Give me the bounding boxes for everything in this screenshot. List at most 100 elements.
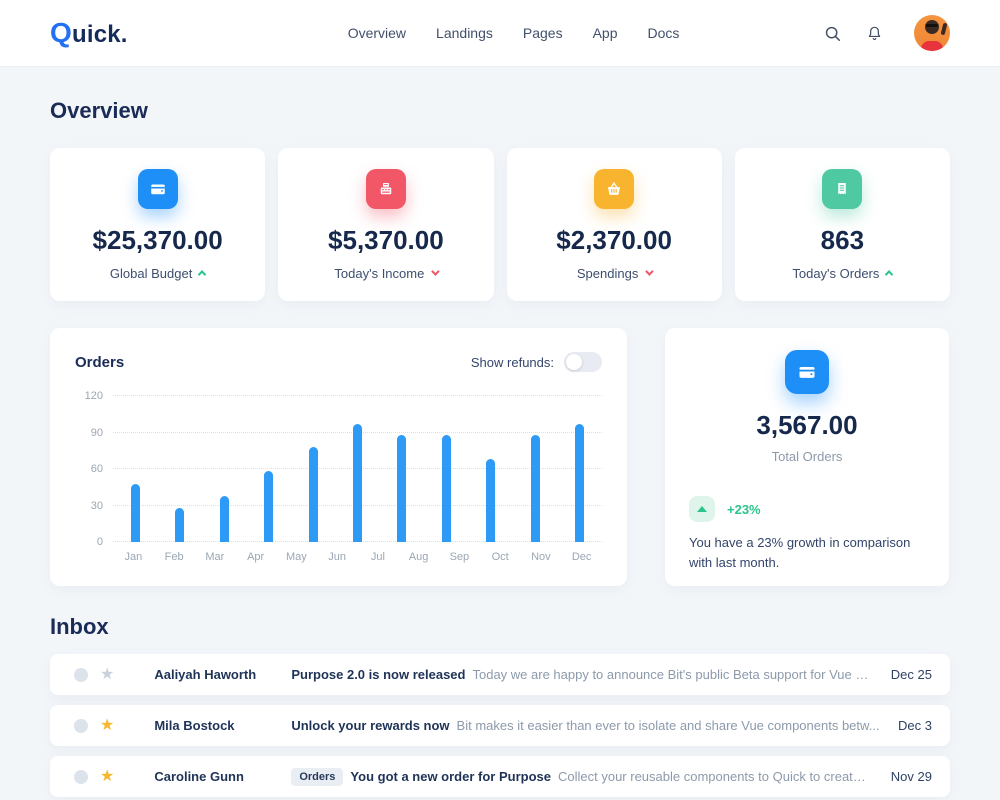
trend-chevron-icon [431,267,440,276]
chart-bar-slot [558,396,602,542]
x-tick-label: Jul [370,551,385,563]
toggle-knob [566,354,582,370]
inbox-title: Inbox [50,614,109,639]
stat-value: $25,370.00 [92,224,223,255]
user-avatar[interactable] [914,15,950,51]
stat-card-todays-income[interactable]: $5,370.00 Today's Income [278,148,494,301]
stat-card-global-budget[interactable]: $25,370.00 Global Budget [50,148,266,301]
x-tick-label: Mar [205,551,225,563]
inbox-row[interactable]: ★ Aaliyah Haworth Purpose 2.0 is now rel… [50,654,950,695]
chart-bar-slot [246,396,290,542]
growth-description: You have a 23% growth in comparison with… [689,535,911,570]
chart-bar [175,507,185,542]
message-sender: Aaliyah Haworth [154,667,257,682]
stat-value: $5,370.00 [328,224,444,255]
message-subject: Unlock your rewards now [291,718,450,733]
stat-label-text: Global Budget [109,265,193,281]
stat-label-text: Spendings [576,265,639,281]
gridline [113,395,602,396]
nav-item-docs[interactable]: Docs [647,25,680,41]
orders-chart-title: Orders [75,353,125,371]
stat-label[interactable]: Today's Orders [792,266,894,281]
charts-row: Orders Show refunds: 0 30 60 90 120 Jan Feb Ma… [50,328,950,586]
inbox-row[interactable]: ★ Mila Bostock Unlock your rewards now B… [50,705,950,746]
message-body: Purpose 2.0 is now released Today we are… [291,667,872,682]
orders-bar-chart: 0 30 60 90 120 [75,390,602,548]
total-orders-card: 3,567.00 Total Orders +23% You have a 23… [665,328,949,586]
message-body: Unlock your rewards now Bit makes it eas… [291,718,880,733]
message-sender: Mila Bostock [154,718,235,733]
chart-bar [308,447,318,542]
chart-bar [219,495,229,542]
logo-mark: Q [50,17,72,48]
orders-card-header: Orders Show refunds: [75,352,602,372]
x-tick-label: Oct [491,551,509,563]
trend-chevron-icon [645,267,655,276]
stat-label-text: Today's Income [334,265,425,281]
nav-item-pages[interactable]: Pages [522,25,563,41]
total-orders-summary: 3,567.00 Total Orders [689,350,925,464]
show-refunds-toggle[interactable] [564,352,602,372]
chart-plot-area [113,395,602,542]
nav-item-overview[interactable]: Overview [347,25,407,41]
orders-badge: Orders [291,767,344,786]
select-circle-checkbox[interactable] [74,769,88,784]
receipt-icon [822,168,863,209]
stat-card-spendings[interactable]: $2,370.00 Spendings [506,148,722,301]
chart-bars [113,396,602,542]
avatar-arm [940,22,948,36]
trend-chevron-icon [198,270,207,279]
y-tick-label: 0 [96,536,103,548]
nav-item-app[interactable]: App [592,25,618,41]
x-tick-label: Dec [571,551,592,563]
show-refunds-control: Show refunds: [471,352,602,372]
avatar-shirt [921,41,943,51]
cash-register-icon [365,168,406,209]
wallet-icon [785,350,829,394]
star-icon[interactable]: ★ [100,716,115,734]
message-preview: Collect your reusable components to Quic… [557,769,873,784]
navbar-actions [822,15,950,51]
y-tick-label: 60 [90,463,103,475]
growth-up-badge [689,496,715,522]
stat-card-todays-orders[interactable]: 863 Today's Orders [734,148,950,301]
x-tick-label: Apr [247,551,265,563]
search-icon[interactable] [822,23,842,43]
chart-bar [441,434,451,542]
message-subject: Purpose 2.0 is now released [291,667,466,682]
stat-label[interactable]: Today's Income [334,265,440,281]
star-icon[interactable]: ★ [100,767,115,785]
stat-label[interactable]: Global Budget [109,265,207,281]
star-icon[interactable]: ★ [100,665,115,683]
message-subject: You got a new order for Purpose [350,769,551,784]
inbox-list: ★ Aaliyah Haworth Purpose 2.0 is now rel… [50,654,950,797]
stat-label[interactable]: Spendings [576,265,655,281]
select-circle-checkbox[interactable] [74,667,88,682]
message-body: Orders You got a new order for Purpose C… [291,767,873,786]
select-circle-checkbox[interactable] [74,718,88,733]
top-navbar: Quick. Overview Landings Pages App Docs [0,0,1000,67]
chart-bar-slot [424,396,468,542]
app-logo[interactable]: Quick. [50,17,128,49]
nav-item-landings[interactable]: Landings [436,25,493,41]
message-preview: Bit makes it easier than ever to isolate… [456,718,880,733]
chart-bar-slot [513,396,557,542]
page-title: Overview [50,98,148,123]
notifications-bell-icon[interactable] [864,23,884,43]
total-orders-label: Total Orders [771,449,843,464]
growth-percent: +23% [727,501,761,517]
chart-y-axis: 0 30 60 90 120 [75,390,113,548]
chart-bar-slot [380,396,424,542]
chart-bar [130,483,140,542]
chart-bar [397,434,407,542]
x-tick-label: Aug [408,551,429,563]
trend-chevron-icon [885,270,894,279]
y-tick-label: 90 [90,426,103,439]
page-content: Overview $25,370.00 Global Budget $5,370… [0,98,1000,797]
avatar-sunglasses [926,24,938,27]
chart-bar [352,423,362,542]
inbox-row[interactable]: ★ Caroline Gunn Orders You got a new ord… [50,756,950,797]
total-orders-value: 3,567.00 [756,410,858,440]
message-preview: Today we are happy to announce Bit's pub… [472,667,873,682]
chart-bar-slot [157,396,201,542]
